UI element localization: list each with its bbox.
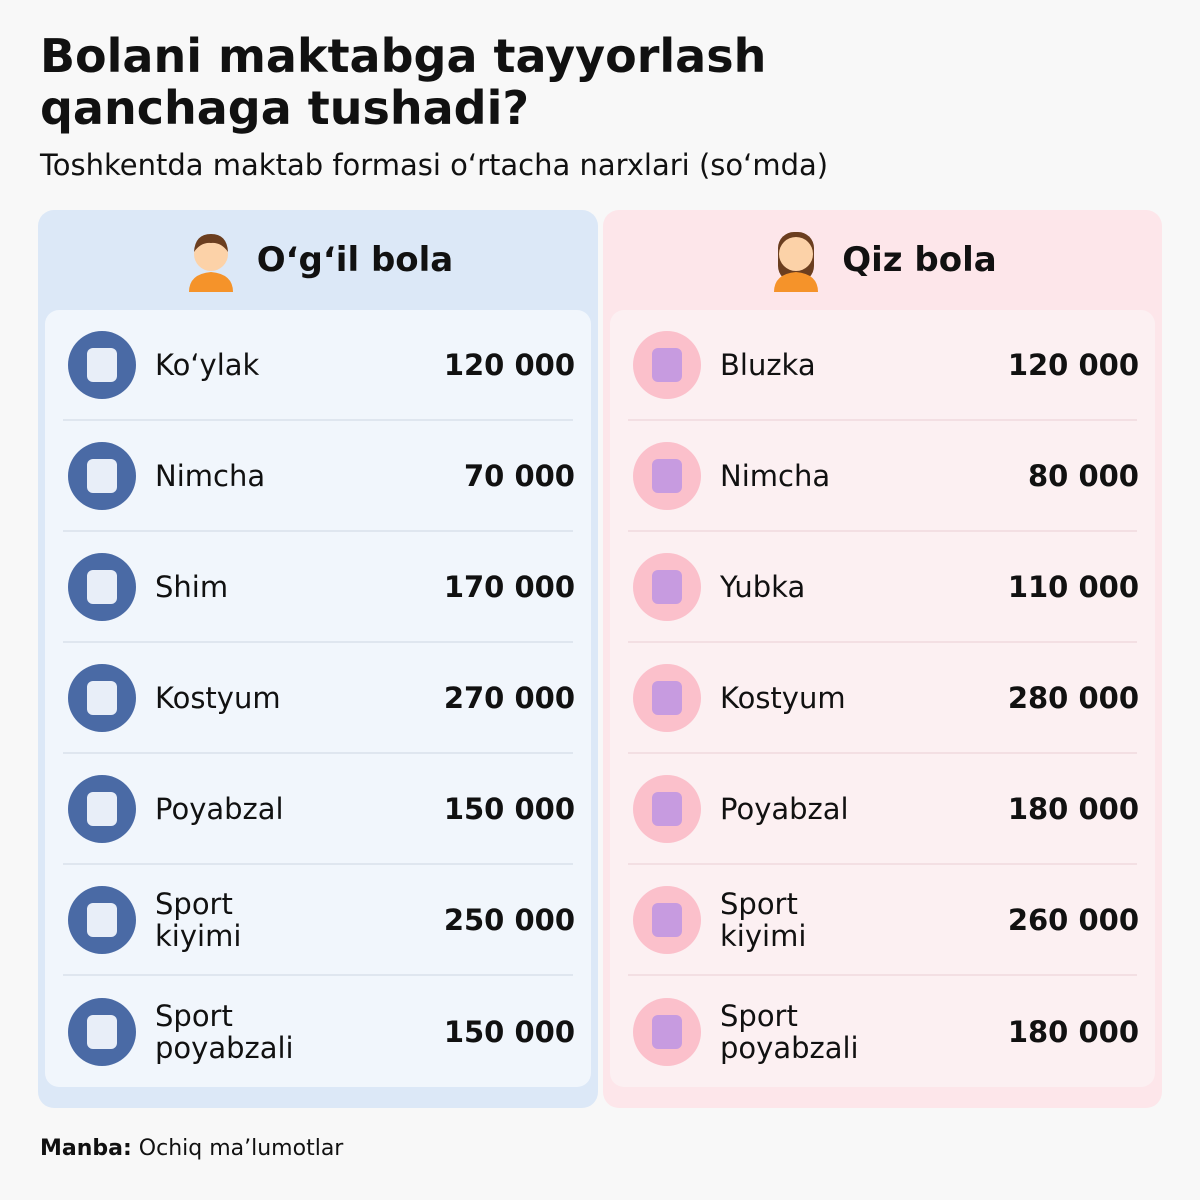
item-name: Bluzka <box>720 347 816 382</box>
icon-item <box>652 347 682 382</box>
item-list: Bluzka 120 000 Nimcha 80 000 Yubka 110 000 Kos… <box>610 310 1155 1087</box>
icon-item <box>87 791 117 826</box>
item-icon <box>68 885 136 954</box>
avatar-icon <box>774 232 819 292</box>
icon-item <box>87 347 117 382</box>
item-price: 120 000 <box>443 347 575 382</box>
item-row: Sport kiyimi 250 000 <box>63 865 575 976</box>
item-price: 170 000 <box>443 569 575 604</box>
item-row: Nimcha 80 000 <box>628 421 1139 532</box>
icon-item <box>652 680 682 715</box>
item-price: 150 000 <box>443 791 575 826</box>
item-row: Nimcha 70 000 <box>63 421 575 532</box>
item-icon <box>633 663 701 732</box>
icon-item <box>652 1014 682 1049</box>
item-icon <box>633 774 701 843</box>
item-icon <box>633 997 701 1066</box>
item-icon <box>68 441 136 510</box>
column-header: O‘g‘il bola <box>38 210 598 310</box>
hair <box>193 234 228 252</box>
column-title: O‘g‘il bola <box>256 240 454 280</box>
item-icon <box>633 885 701 954</box>
icon-item <box>87 680 117 715</box>
item-row: Ko‘ylak 120 000 <box>63 310 575 421</box>
shirt <box>774 272 819 292</box>
face <box>779 237 814 271</box>
item-icon <box>633 552 701 621</box>
item-row: Bluzka 120 000 <box>628 310 1139 421</box>
icon-item <box>87 569 117 604</box>
item-price: 180 000 <box>1007 1014 1139 1049</box>
item-icon <box>68 774 136 843</box>
avatar-icon <box>188 234 233 292</box>
item-name: Nimcha <box>720 458 831 493</box>
item-name: Sport kiyimi <box>720 886 807 953</box>
item-name: Nimcha <box>155 458 266 493</box>
item-row: Poyabzal 150 000 <box>63 754 575 865</box>
item-icon <box>68 552 136 621</box>
item-price: 270 000 <box>443 680 575 715</box>
icon-item <box>87 1014 117 1049</box>
column-title: Qiz bola <box>842 240 997 280</box>
icon-item <box>87 458 117 493</box>
item-name: Sport poyabzali <box>720 998 859 1065</box>
subtitle: Toshkentda maktab formasi o‘rtacha narxl… <box>40 148 829 182</box>
item-row: Yubka 110 000 <box>628 532 1139 643</box>
icon-item <box>652 902 682 937</box>
item-price: 80 000 <box>1028 458 1139 493</box>
item-list: Ko‘ylak 120 000 Nimcha 70 000 Shim 170 000 Kos… <box>45 310 591 1087</box>
item-price: 260 000 <box>1007 902 1139 937</box>
item-name: Sport poyabzali <box>155 998 294 1065</box>
item-name: Shim <box>155 569 229 604</box>
item-icon <box>68 330 136 399</box>
girl-panel: Qiz bola Bluzka 120 000 Nimcha 80 000 Yubka 11… <box>603 210 1162 1108</box>
item-icon <box>68 663 136 732</box>
source-text: Ochiq ma’lumotlar <box>138 1136 344 1161</box>
item-row: Kostyum 270 000 <box>63 643 575 754</box>
shirt <box>188 272 233 292</box>
item-price: 110 000 <box>1007 569 1139 604</box>
item-name: Sport kiyimi <box>155 886 242 953</box>
item-row: Sport poyabzali 150 000 <box>63 976 575 1087</box>
item-name: Ko‘ylak <box>155 347 260 382</box>
item-price: 250 000 <box>443 902 575 937</box>
item-row: Kostyum 280 000 <box>628 643 1139 754</box>
icon-item <box>87 902 117 937</box>
item-icon <box>68 997 136 1066</box>
item-price: 150 000 <box>443 1014 575 1049</box>
source-label: Manba: <box>40 1136 132 1161</box>
icon-item <box>652 569 682 604</box>
item-row: Poyabzal 180 000 <box>628 754 1139 865</box>
source: Manba: Ochiq ma’lumotlar <box>40 1136 343 1161</box>
item-icon <box>633 441 701 510</box>
face <box>193 237 228 271</box>
item-price: 70 000 <box>464 458 575 493</box>
item-icon <box>633 330 701 399</box>
icon-item <box>652 458 682 493</box>
item-name: Poyabzal <box>155 791 284 826</box>
item-row: Shim 170 000 <box>63 532 575 643</box>
item-name: Poyabzal <box>720 791 849 826</box>
item-name: Yubka <box>720 569 806 604</box>
item-price: 280 000 <box>1007 680 1139 715</box>
item-price: 120 000 <box>1007 347 1139 382</box>
boy-panel: O‘g‘il bola Ko‘ylak 120 000 Nimcha 70 000 Shi… <box>38 210 598 1108</box>
column-header: Qiz bola <box>603 210 1162 310</box>
item-name: Kostyum <box>720 680 846 715</box>
icon-item <box>652 791 682 826</box>
item-price: 180 000 <box>1007 791 1139 826</box>
item-row: Sport kiyimi 260 000 <box>628 865 1139 976</box>
item-row: Sport poyabzali 180 000 <box>628 976 1139 1087</box>
item-name: Kostyum <box>155 680 281 715</box>
title: Bolani maktabga tayyorlash qanchaga tush… <box>40 29 767 135</box>
